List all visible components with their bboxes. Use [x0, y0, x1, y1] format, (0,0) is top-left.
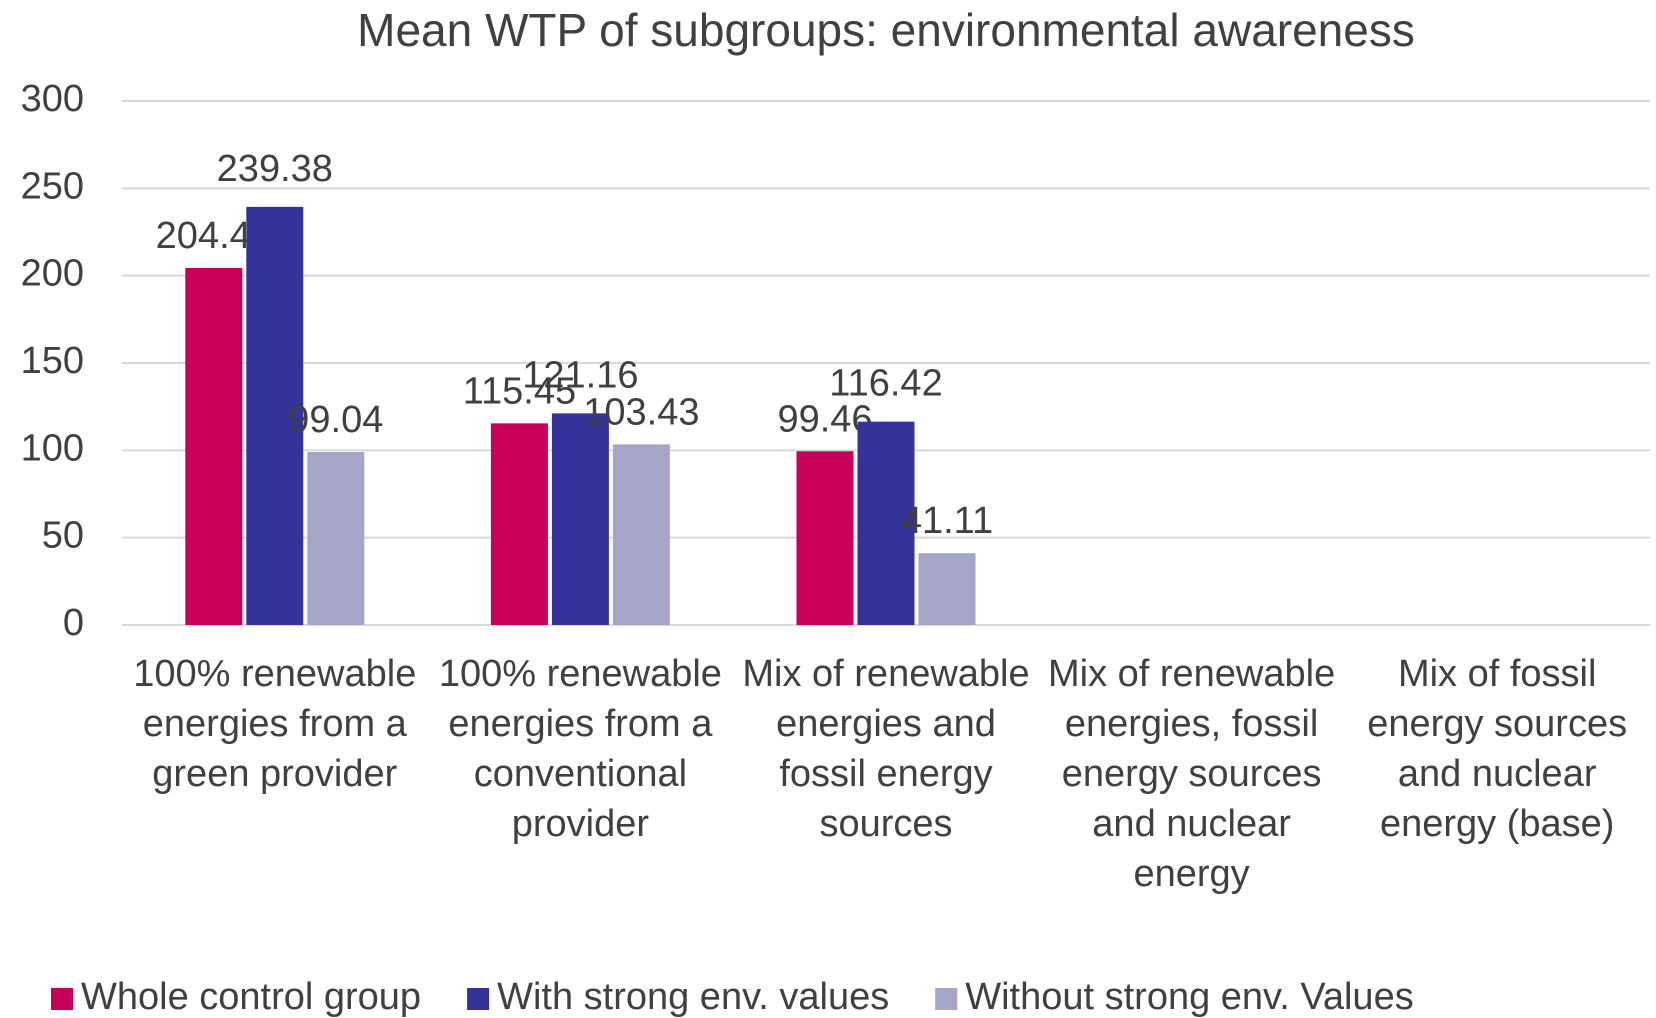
data-label: 103.43	[583, 391, 699, 433]
legend-label: Whole control group	[81, 976, 421, 1018]
legend-swatch	[935, 988, 958, 1010]
legend-label: Without strong env. Values	[965, 976, 1414, 1018]
x-tick-label: Mix of fossil energy sources and nuclear en…	[1367, 653, 1627, 845]
data-label: 99.04	[288, 399, 383, 441]
bar	[307, 452, 365, 625]
x-tick-label: Mix of renewable energies and fossil energ…	[742, 653, 1029, 845]
bar	[918, 553, 976, 625]
data-label: 121.16	[522, 354, 638, 396]
data-label: 116.42	[829, 363, 942, 405]
bar	[551, 413, 609, 625]
y-tick-label: 0	[63, 602, 84, 644]
y-tick-label: 150	[21, 340, 84, 382]
data-label: 99.46	[777, 398, 872, 440]
x-tick-label: 100% renewable energies from a green provi…	[133, 653, 416, 795]
x-tick-label: 100% renewable energies from a conventiona…	[439, 653, 722, 845]
y-tick-label: 100	[21, 427, 84, 469]
bar	[612, 444, 670, 625]
x-tick-label: Mix of renewable energies, fossil energy s…	[1048, 653, 1335, 895]
data-label: 239.38	[217, 148, 333, 190]
bar	[490, 423, 548, 625]
y-tick-label: 300	[21, 78, 84, 120]
y-tick-label: 250	[21, 165, 84, 207]
data-label: 41.11	[901, 500, 993, 542]
bar	[796, 451, 854, 625]
chart-title: Mean WTP of subgroups: environmental awa…	[357, 4, 1415, 56]
data-label: 115.45	[463, 370, 576, 412]
legend-label: With strong env. values	[497, 976, 889, 1018]
bar	[246, 206, 304, 625]
bar	[857, 421, 915, 625]
bar	[185, 267, 243, 625]
y-tick-label: 50	[42, 515, 84, 557]
legend-swatch	[51, 988, 73, 1010]
y-tick-label: 200	[21, 253, 84, 295]
legend-swatch	[467, 988, 490, 1010]
